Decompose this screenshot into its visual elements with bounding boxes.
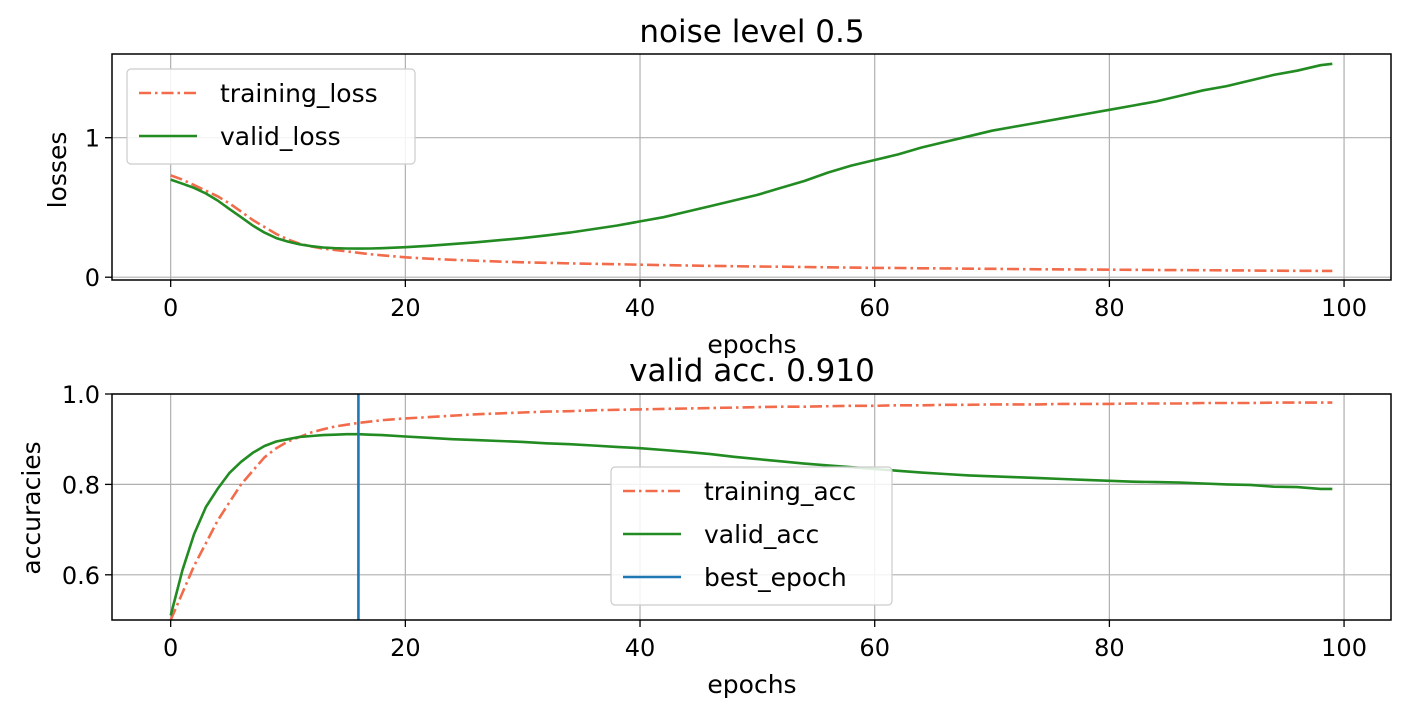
training_acc-line: [169, 401, 1333, 620]
losses-xtick-label: 60: [859, 294, 890, 322]
accuracies-xtick-label: 40: [625, 634, 656, 662]
losses-ytick-label: 0: [85, 264, 100, 292]
accuracies-xtick-label: 0: [163, 634, 178, 662]
accuracies-xlabel: epochs: [707, 670, 796, 699]
accuracies-ytick-label: 0.6: [62, 562, 100, 590]
losses-subplot: noise level 0.5 0 20 40 60 80 100 0 1 epochs lo…: [43, 14, 1392, 359]
training_acc-legend-label: training_acc: [704, 477, 856, 506]
losses-xtick-label: 100: [1321, 294, 1367, 322]
accuracies-xtick-label: 20: [390, 634, 421, 662]
losses-xtick-label: 20: [390, 294, 421, 322]
losses-xtick-label: 0: [163, 294, 178, 322]
accuracies-legend: [610, 466, 893, 606]
valid_acc-line: [169, 432, 1333, 616]
losses-axes-frame: [111, 53, 1392, 281]
accuracies-xtick-label: 80: [1094, 634, 1125, 662]
losses-xtick-label: 40: [625, 294, 656, 322]
accuracies-axes-frame: [111, 393, 1392, 621]
losses-title: noise level 0.5: [639, 14, 864, 50]
accuracies-ylabel: accuracies: [17, 441, 46, 574]
losses-xlabel: epochs: [707, 330, 796, 359]
losses-ytick-label: 1: [85, 125, 100, 153]
accuracies-xtick-label: 60: [859, 634, 890, 662]
losses-legend: [126, 68, 416, 165]
accuracies-ytick-label: 1.0: [62, 381, 100, 409]
valid_loss-line: [170, 62, 1333, 250]
losses-ylabel: losses: [43, 132, 72, 209]
accuracies-ytick-label: 0.8: [62, 471, 100, 499]
training_loss-line: [170, 174, 1333, 273]
best_epoch-legend-label: best_epoch: [704, 563, 847, 592]
losses-xtick-label: 80: [1094, 294, 1125, 322]
accuracies-title: valid acc. 0.910: [629, 353, 875, 389]
training_loss-legend-label: training_loss: [220, 79, 378, 108]
accuracies-subplot: valid acc. 0.910 0 20 40 60 80 100 0.6 0.8 1.0 e…: [17, 353, 1392, 699]
valid_acc-legend-label: valid_acc: [704, 520, 819, 549]
valid_loss-legend-label: valid_loss: [220, 122, 341, 151]
accuracies-xtick-label: 100: [1321, 634, 1367, 662]
